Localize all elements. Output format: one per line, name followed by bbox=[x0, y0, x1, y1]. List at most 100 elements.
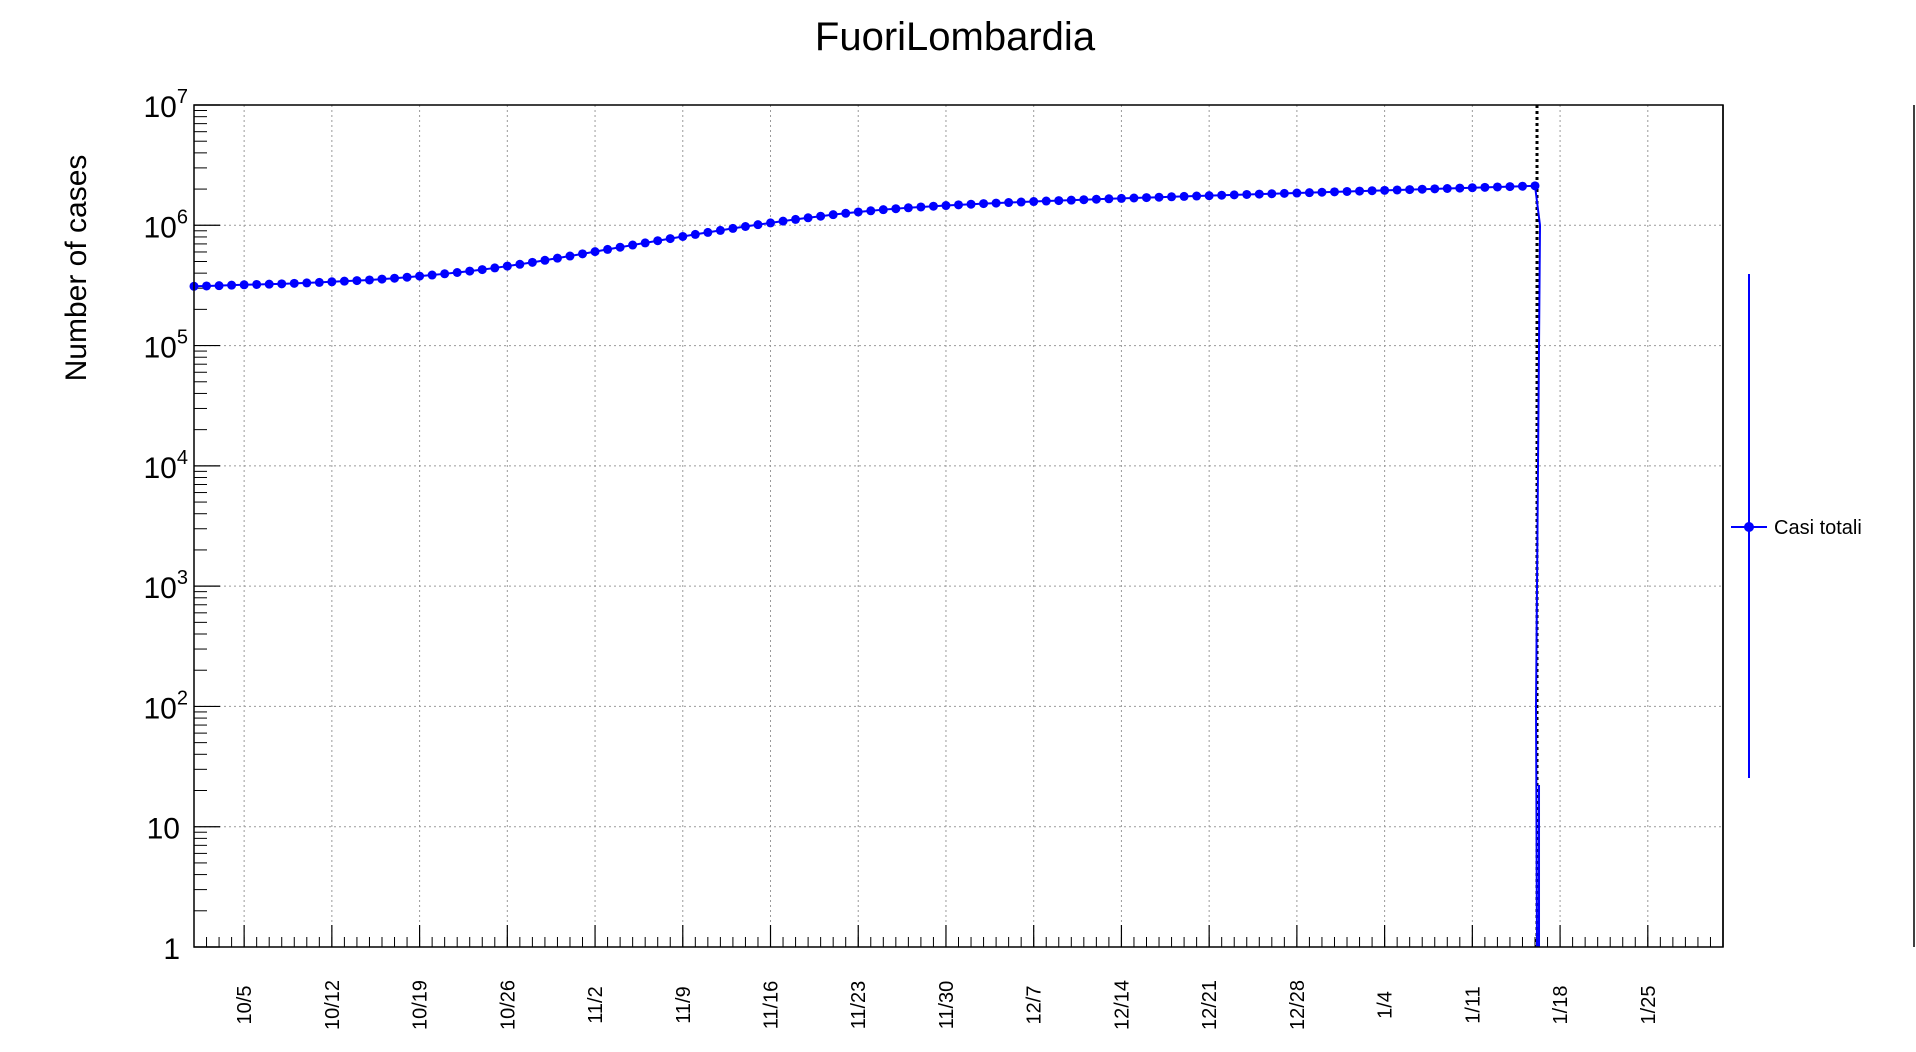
data-point bbox=[339, 276, 349, 286]
data-point bbox=[452, 268, 462, 278]
data-point bbox=[1141, 193, 1151, 203]
data-point bbox=[1304, 188, 1314, 198]
x-tick-label: 12/21 bbox=[1199, 980, 1221, 1030]
x-tick-label: 1/18 bbox=[1550, 986, 1572, 1025]
data-point bbox=[565, 251, 575, 261]
data-point bbox=[640, 238, 650, 248]
data-point bbox=[1167, 192, 1177, 202]
plot-frame bbox=[193, 104, 1724, 948]
data-point bbox=[1192, 191, 1202, 201]
y-tick-label: 105 bbox=[144, 327, 189, 365]
data-point bbox=[916, 202, 926, 212]
data-point bbox=[390, 273, 400, 283]
data-point bbox=[314, 277, 324, 287]
data-point bbox=[1380, 185, 1390, 195]
data-point bbox=[490, 263, 500, 273]
x-tick-label: 12/28 bbox=[1287, 980, 1309, 1030]
y-tick-label: 104 bbox=[144, 447, 189, 485]
x-tick-label: 10/5 bbox=[234, 986, 256, 1025]
data-point bbox=[352, 276, 362, 286]
x-tick-label: 11/16 bbox=[761, 981, 783, 1030]
grid bbox=[194, 104, 1723, 948]
data-point bbox=[928, 201, 938, 211]
data-point bbox=[1329, 187, 1339, 197]
data-point bbox=[1317, 187, 1327, 197]
data-point bbox=[1505, 182, 1515, 192]
data-point bbox=[590, 247, 600, 257]
data-point bbox=[1430, 184, 1440, 194]
data-point bbox=[415, 271, 425, 281]
data-point bbox=[665, 234, 675, 244]
data-point bbox=[979, 199, 989, 209]
data-point bbox=[803, 213, 813, 223]
data-point bbox=[715, 225, 725, 235]
x-tick-label: 11/23 bbox=[848, 981, 870, 1030]
data-point bbox=[603, 244, 613, 254]
data-point bbox=[1455, 183, 1465, 193]
data-point bbox=[552, 253, 562, 263]
data-point bbox=[440, 269, 450, 279]
series-layer bbox=[189, 181, 1542, 948]
data-point bbox=[465, 266, 475, 276]
data-point bbox=[1467, 183, 1477, 193]
data-point bbox=[728, 223, 738, 233]
data-point bbox=[891, 204, 901, 214]
data-point bbox=[1367, 186, 1377, 196]
data-point bbox=[1179, 191, 1189, 201]
data-point bbox=[540, 255, 550, 265]
data-point bbox=[327, 277, 337, 287]
x-tick-label: 11/9 bbox=[673, 986, 695, 1023]
data-point bbox=[853, 207, 863, 217]
data-point bbox=[778, 216, 788, 226]
data-point bbox=[1004, 198, 1014, 208]
data-point bbox=[1492, 182, 1502, 192]
data-point bbox=[941, 201, 951, 211]
data-point bbox=[227, 280, 237, 290]
data-point bbox=[678, 231, 688, 241]
data-point bbox=[364, 275, 374, 285]
y-tick-label: 102 bbox=[144, 687, 189, 725]
data-point bbox=[427, 270, 437, 280]
data-point bbox=[502, 261, 512, 271]
data-point bbox=[1204, 191, 1214, 201]
data-point bbox=[903, 203, 913, 213]
data-point bbox=[1392, 185, 1402, 195]
data-point bbox=[578, 249, 588, 259]
x-tick-label: 11/2 bbox=[585, 986, 607, 1023]
axes: 10/5 10/12 10/19 10/26 11/2 11/9 11/16 11/23 11/… bbox=[144, 86, 1724, 1030]
data-point bbox=[878, 205, 888, 215]
data-point bbox=[791, 214, 801, 224]
x-tick-label: 1/25 bbox=[1638, 986, 1660, 1025]
data-point bbox=[239, 280, 249, 290]
data-point bbox=[690, 229, 700, 239]
data-point bbox=[477, 265, 487, 275]
data-point bbox=[841, 208, 851, 218]
data-point bbox=[1417, 184, 1427, 194]
data-point bbox=[753, 220, 763, 230]
x-tick-label: 1/11 bbox=[1462, 986, 1484, 1023]
x-tick-label: 10/12 bbox=[322, 980, 344, 1030]
x-tick-label: 12/7 bbox=[1024, 986, 1046, 1025]
x-tick-label: 1/4 bbox=[1375, 991, 1397, 1019]
data-point bbox=[740, 222, 750, 232]
data-point bbox=[1129, 193, 1139, 203]
data-point bbox=[1279, 188, 1289, 198]
data-point bbox=[628, 240, 638, 250]
data-point bbox=[202, 281, 212, 291]
y-tick-label: 106 bbox=[144, 206, 189, 244]
legend-label: Casi totali bbox=[1774, 517, 1862, 539]
data-point bbox=[527, 257, 537, 267]
data-point bbox=[1517, 181, 1527, 191]
data-point bbox=[1217, 190, 1227, 200]
data-point bbox=[264, 279, 274, 289]
chart-title: FuoriLombardia bbox=[815, 15, 1096, 59]
data-point bbox=[1530, 181, 1540, 191]
data-point bbox=[966, 199, 976, 209]
data-point bbox=[1116, 193, 1126, 203]
x-tick-label: 10/19 bbox=[410, 980, 432, 1030]
data-point bbox=[377, 274, 387, 284]
series-line bbox=[193, 184, 1542, 948]
data-point bbox=[1442, 184, 1452, 194]
data-point bbox=[1054, 196, 1064, 206]
